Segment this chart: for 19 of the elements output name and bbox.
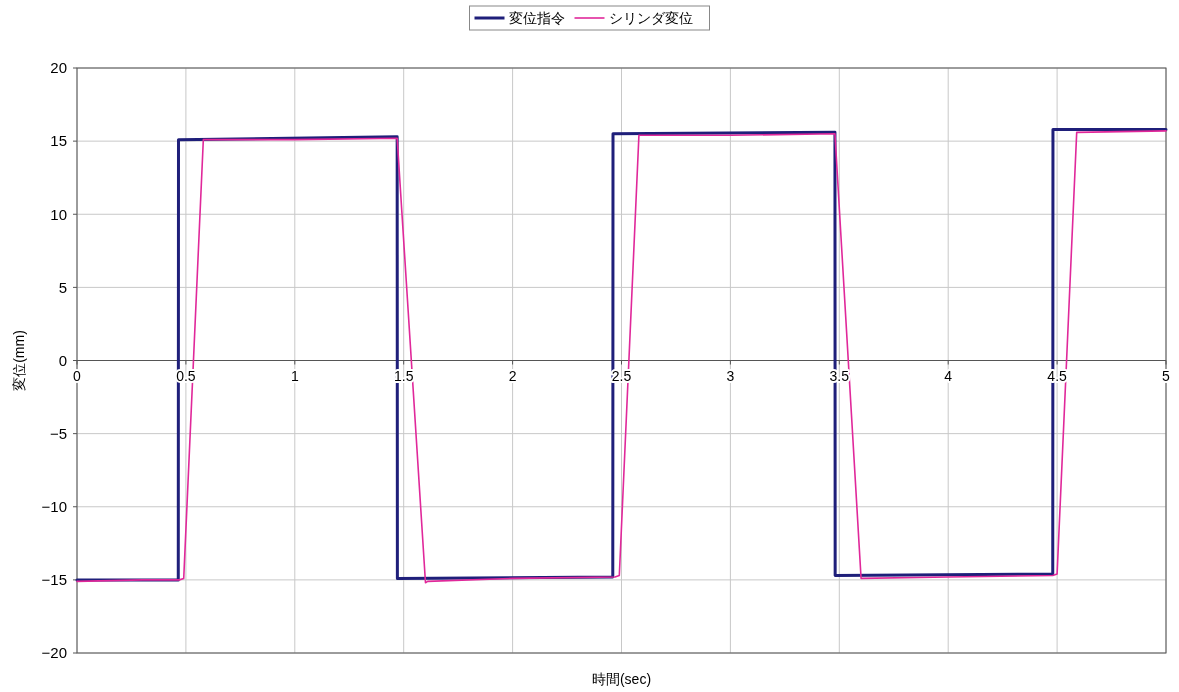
x-tick-label: 4 (944, 367, 953, 384)
x-tick-label: 1 (290, 367, 299, 384)
y-tick-label: 15 (50, 132, 67, 150)
x-tick-label: 0 (73, 367, 82, 384)
y-tick-label: −20 (41, 644, 67, 662)
y-tick-label: −5 (49, 424, 67, 442)
x-axis-title: 時間(sec) (591, 671, 652, 687)
y-tick-label: −15 (41, 571, 67, 589)
y-tick-label: 10 (50, 205, 67, 223)
y-axis-title: 変位(mm) (11, 330, 27, 391)
y-tick-label: −10 (41, 498, 67, 515)
x-tick-label: 5 (1162, 367, 1171, 384)
y-tick-label: 20 (50, 59, 67, 77)
legend-label: 変位指令 (508, 9, 565, 26)
y-tick-label: 5 (58, 278, 67, 296)
x-tick-label: 2 (508, 367, 517, 384)
y-tick-label: 0 (58, 351, 67, 369)
legend-label: シリンダ変位 (608, 9, 693, 26)
x-tick-label: 3 (726, 367, 735, 384)
